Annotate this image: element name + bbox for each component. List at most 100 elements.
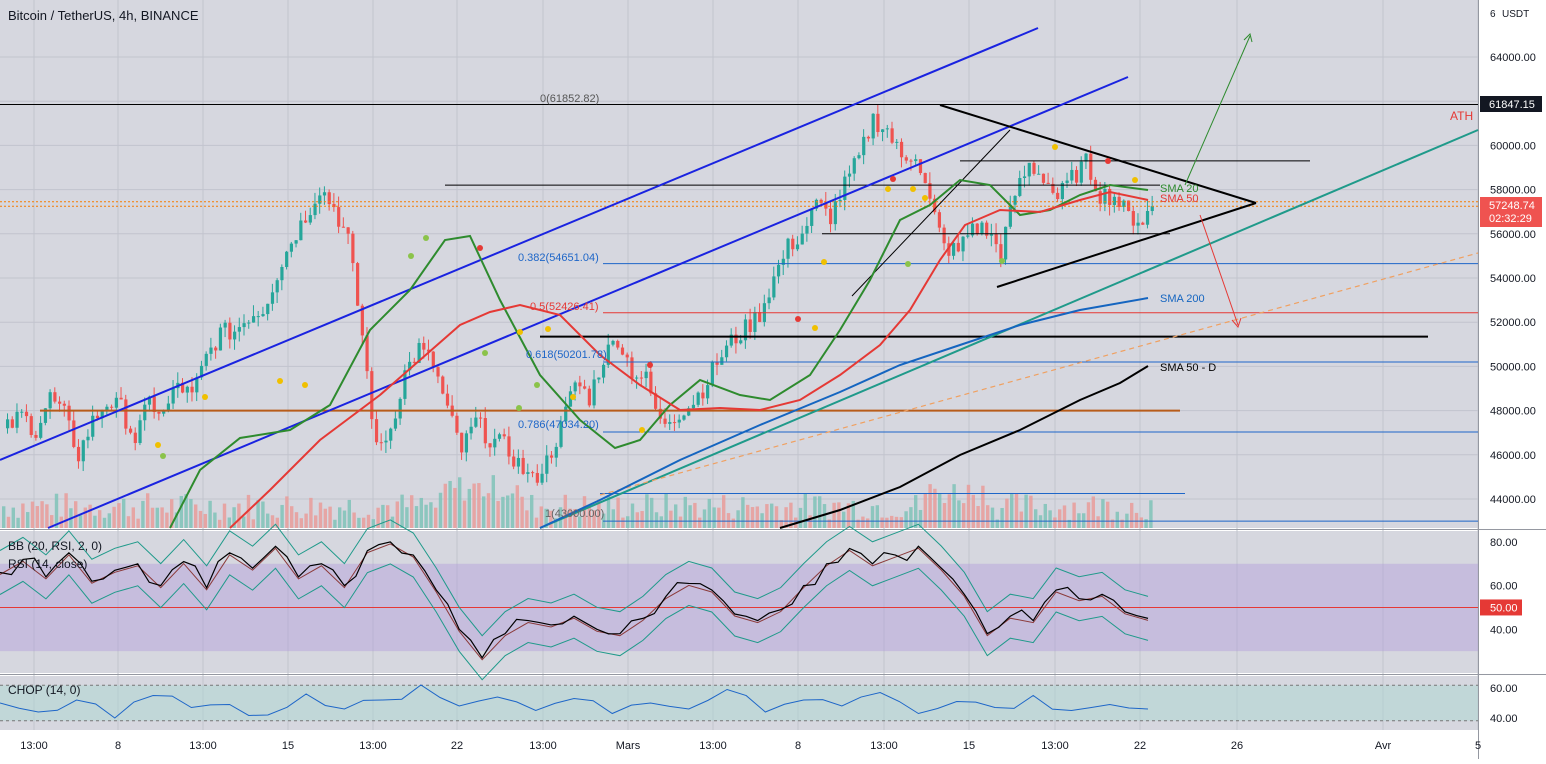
candle-body: [999, 244, 1003, 260]
volume-bar: [414, 506, 419, 528]
volume-bar: [582, 496, 587, 528]
candle-body: [138, 420, 142, 444]
candle-body: [649, 371, 653, 394]
candle-body: [218, 327, 223, 351]
price-tick-label: 52000.00: [1490, 317, 1536, 329]
volume-bar: [261, 501, 265, 528]
volume-bar: [1139, 517, 1143, 528]
volume-bar: [74, 501, 78, 528]
time-axis-label: 13:00: [699, 740, 727, 752]
candle-body: [431, 351, 435, 368]
volume-bar: [683, 496, 687, 528]
candle-body: [162, 410, 166, 414]
bb-lower-band: [0, 563, 1149, 681]
candle-body: [668, 422, 672, 424]
volume-bar: [11, 507, 15, 528]
rsi-indicator-label[interactable]: RSI (14, close): [8, 557, 88, 571]
candle-body: [786, 238, 790, 259]
volume-bar: [160, 507, 164, 528]
volume-bar: [347, 499, 351, 528]
volume-bar: [1053, 517, 1057, 528]
rsi-line: [0, 541, 1149, 659]
signal-dot: [202, 394, 208, 400]
candle-body: [464, 433, 469, 453]
time-axis-label: 22: [1134, 740, 1146, 752]
bb-indicator-label[interactable]: BB (20, RSI, 2, 0): [8, 539, 103, 553]
candle-body: [48, 392, 52, 409]
signal-dot: [155, 442, 161, 448]
candle-body: [743, 319, 748, 341]
volume-bar: [179, 495, 183, 528]
volume-bar: [467, 488, 471, 528]
candle-body: [327, 192, 331, 205]
volume-bar: [242, 516, 246, 528]
symbol-title[interactable]: Bitcoin / TetherUS, 4h, BINANCE: [8, 8, 199, 23]
candle-body: [791, 238, 795, 250]
candle-body: [810, 208, 814, 226]
volume-bar: [1091, 496, 1095, 528]
time-axis-label: 13:00: [189, 740, 217, 752]
candle-body: [947, 243, 951, 256]
volume-bar: [165, 512, 169, 528]
candle-body: [909, 160, 913, 162]
volume-bar: [376, 507, 380, 528]
candle-body: [379, 442, 383, 444]
volume-bar: [726, 513, 731, 528]
volume-bar: [357, 517, 361, 528]
signal-dot: [999, 258, 1005, 264]
time-axis-label: 15: [282, 740, 294, 752]
volume-bar: [702, 509, 707, 528]
candle-body: [597, 377, 601, 380]
volume-bar: [462, 500, 467, 528]
candle-body: [152, 396, 156, 412]
volume-bar: [362, 517, 366, 528]
volume-bar: [434, 507, 438, 528]
candle-body: [275, 280, 279, 293]
candle-body: [270, 292, 275, 304]
candle-body: [635, 377, 639, 379]
time-axis-label: 26: [1231, 740, 1243, 752]
candle-body: [299, 220, 303, 241]
candle-body: [847, 173, 852, 177]
candle-body: [1122, 200, 1126, 207]
volume-bar: [856, 519, 860, 528]
volume-bar: [1130, 502, 1134, 528]
volume-bar: [26, 512, 30, 528]
volume-bar: [779, 519, 783, 528]
candle-body: [39, 422, 43, 438]
candle-body: [280, 266, 284, 281]
candle-body: [256, 316, 260, 318]
candle-body: [611, 340, 615, 345]
volume-bar: [318, 502, 323, 528]
candle-body: [1145, 210, 1150, 225]
price-tick-label: 58000.00: [1490, 185, 1536, 197]
volume-bar: [909, 507, 913, 528]
volume-bar: [611, 509, 615, 528]
chop-indicator-label[interactable]: CHOP (14, 0): [8, 683, 81, 697]
candle-body: [488, 443, 492, 448]
candle-body: [724, 345, 729, 358]
signal-dot: [477, 245, 483, 251]
candle-body: [181, 382, 185, 393]
volume-bar: [189, 499, 193, 528]
signal-dot: [1132, 177, 1138, 183]
candle-body: [899, 141, 904, 158]
candle-body: [748, 319, 752, 332]
volume-bar: [501, 496, 505, 528]
volume-bar: [1014, 493, 1019, 528]
candle-body: [890, 128, 894, 143]
candle-body: [72, 420, 76, 447]
volume-bar: [693, 502, 697, 528]
candle-body: [289, 243, 293, 252]
volume-bar: [808, 515, 812, 528]
volume-bar: [486, 493, 491, 528]
candle-body: [985, 222, 989, 236]
candle-body: [285, 251, 289, 267]
candle-body: [365, 335, 369, 372]
projection-up-arrowhead: [1243, 33, 1253, 43]
candle-body: [81, 440, 85, 462]
volume-bar: [1072, 502, 1076, 528]
price-tick-label: 64000.00: [1490, 52, 1536, 64]
candle-body: [833, 201, 837, 225]
